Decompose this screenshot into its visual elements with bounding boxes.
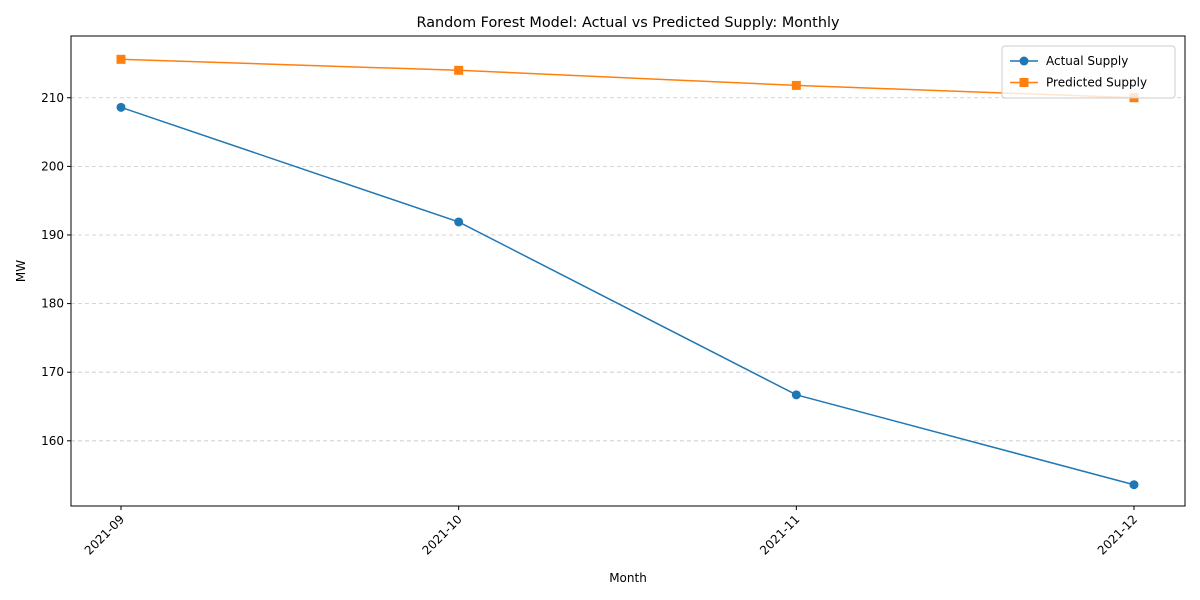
legend: Actual Supply Predicted Supply xyxy=(1001,45,1176,99)
x-tick-label: 2021-10 xyxy=(419,512,464,557)
actual-supply-point xyxy=(791,390,801,400)
y-tick-label: 200 xyxy=(41,159,64,173)
y-tick-label: 210 xyxy=(41,91,64,105)
y-axis-label: MW xyxy=(14,260,28,282)
series-lines xyxy=(116,54,1139,490)
actual-supply-point xyxy=(116,102,126,112)
predicted-supply-point xyxy=(116,54,126,64)
y-tick-label: 160 xyxy=(41,434,64,448)
plot-area-frame xyxy=(70,35,1186,507)
x-tick-label: 2021-12 xyxy=(1095,512,1140,557)
grid-lines xyxy=(71,97,1185,442)
actual-supply-point xyxy=(454,217,464,227)
legend-label-predicted-supply: Predicted Supply xyxy=(1046,76,1147,90)
legend-box xyxy=(1001,45,1176,99)
actual-supply-point xyxy=(1129,480,1139,490)
chart-title: Random Forest Model: Actual vs Predicted… xyxy=(417,15,840,31)
predicted-supply-line xyxy=(120,58,1135,99)
x-tick-label: 2021-11 xyxy=(757,512,802,557)
actual-supply-line xyxy=(120,106,1135,486)
legend-label-actual-supply: Actual Supply xyxy=(1046,54,1128,68)
predicted-supply-point xyxy=(791,80,801,90)
legend-marker-actual-supply xyxy=(1019,56,1029,66)
x-tick-label: 2021-09 xyxy=(82,512,127,557)
predicted-supply-point xyxy=(454,65,464,75)
y-tick-label: 170 xyxy=(41,365,64,379)
x-axis-label: Month xyxy=(609,571,647,585)
axis-ticks: 160 170 180 190 200 210 2021-09 2021-10 2021-11 2… xyxy=(41,91,1140,558)
legend-marker-predicted-supply xyxy=(1019,78,1029,87)
y-tick-label: 180 xyxy=(41,297,64,311)
y-tick-label: 190 xyxy=(41,228,64,242)
